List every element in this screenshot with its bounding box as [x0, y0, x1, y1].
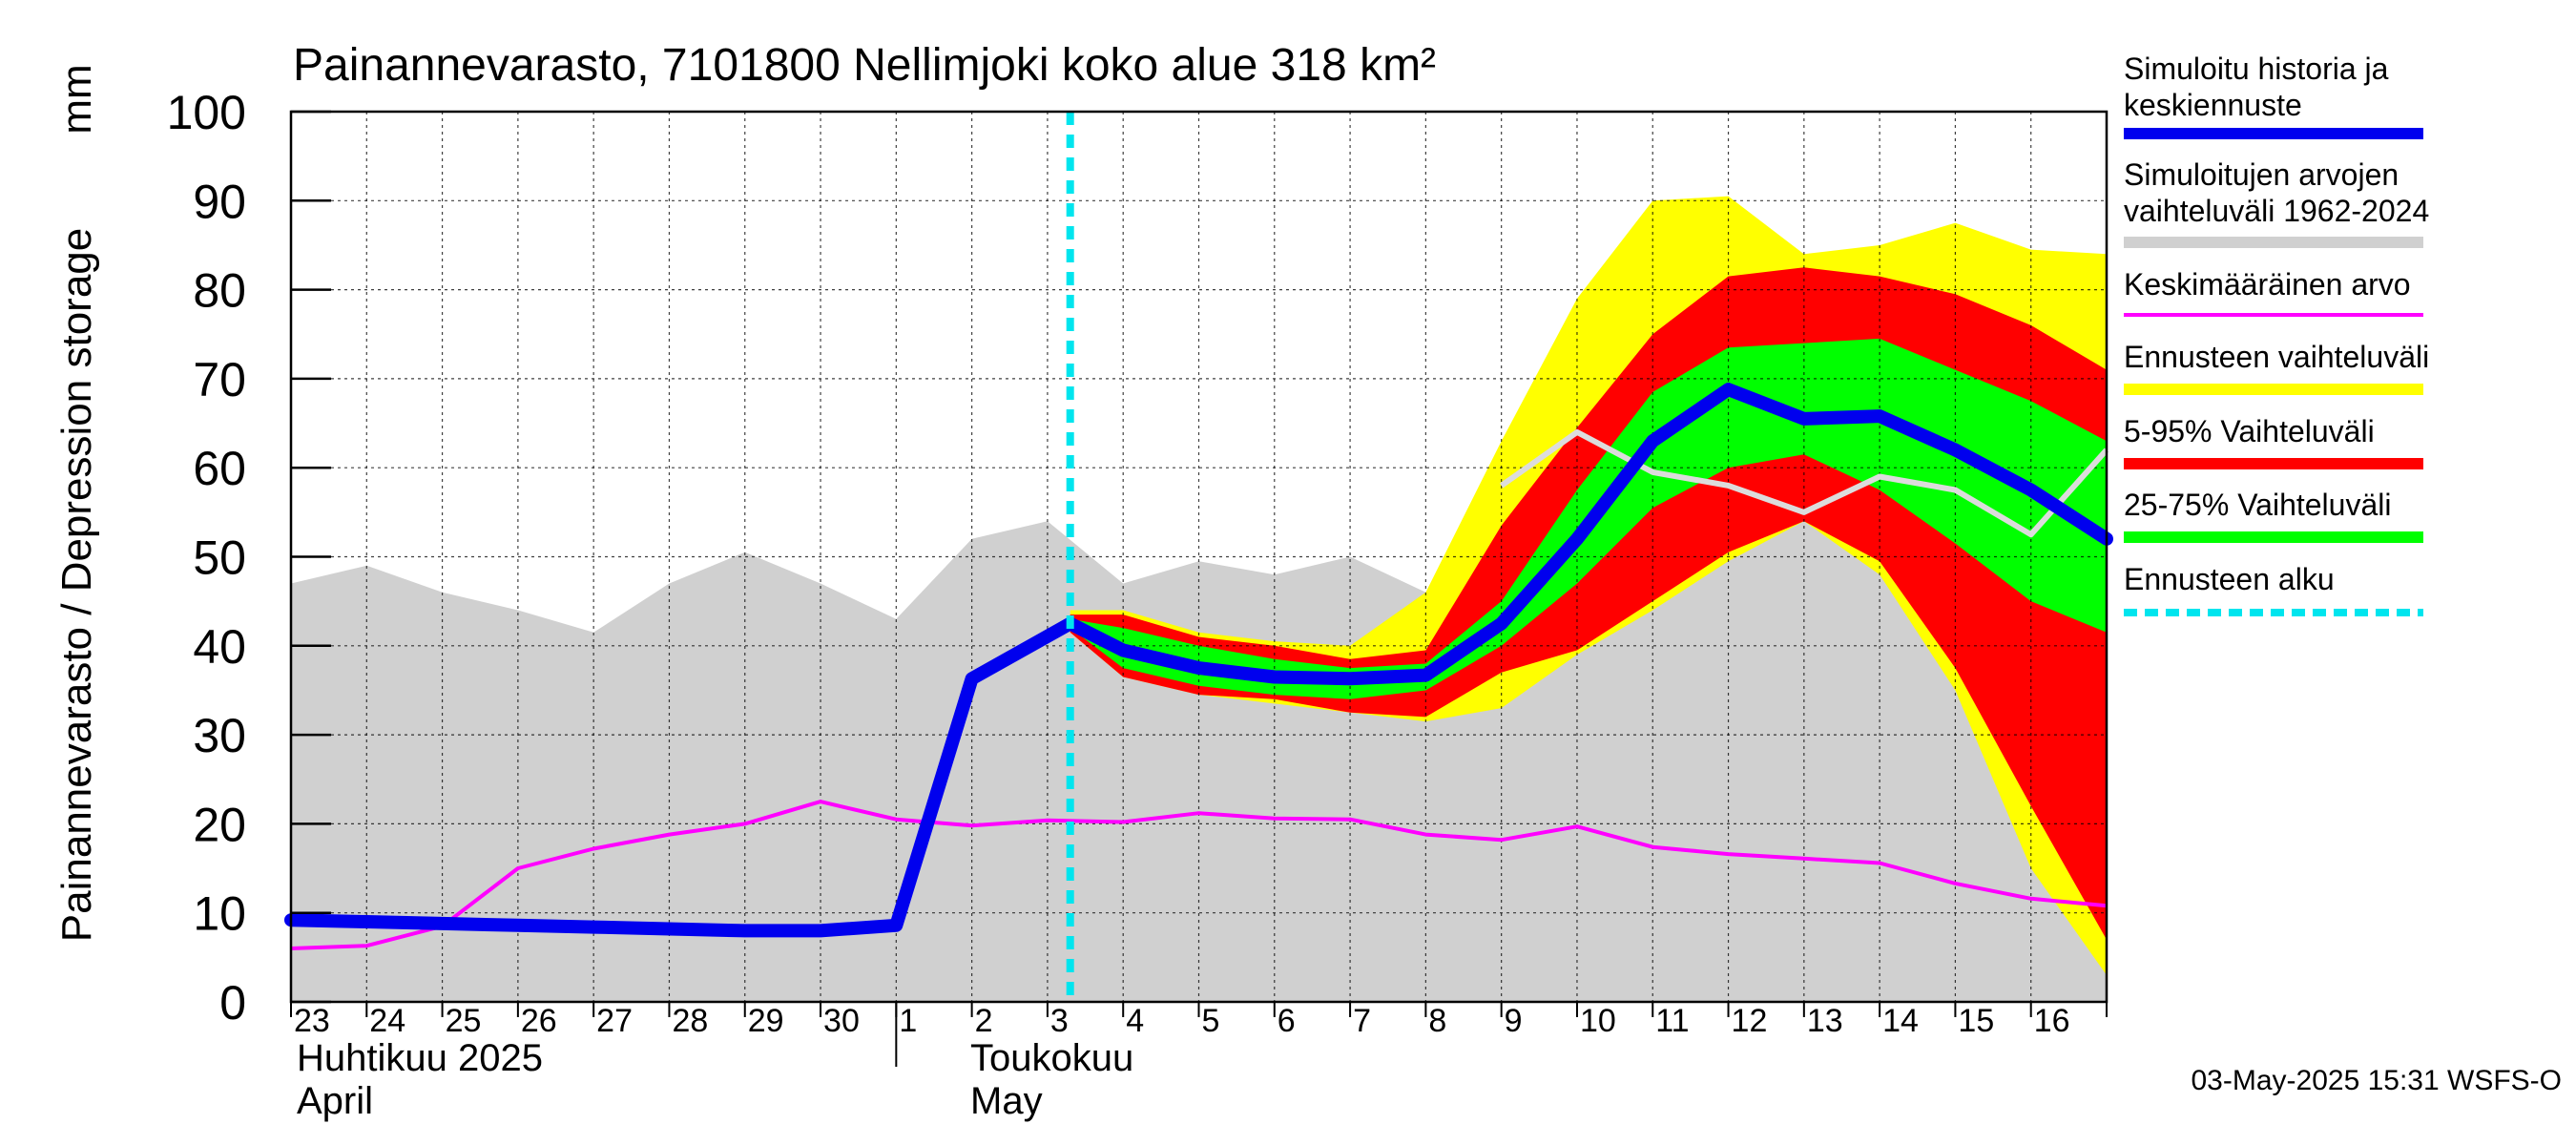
month-label-may-fi: Toukokuu: [970, 1037, 1133, 1079]
x-tick-label: 6: [1278, 1003, 1296, 1039]
legend-label-5-95: 5-95% Vaihteluväli: [2124, 414, 2375, 448]
x-tick-label: 15: [1958, 1003, 1994, 1039]
y-axis-unit: mm: [53, 64, 100, 134]
legend-label-main: keskiennuste: [2124, 88, 2302, 122]
y-tick-label: 20: [193, 798, 246, 851]
month-label-may-en: May: [970, 1080, 1043, 1122]
legend-label-25-75: 25-75% Vaihteluväli: [2124, 488, 2391, 522]
legend-label-forecast-range: Ennusteen vaihteluväli: [2124, 340, 2429, 374]
grid: [291, 111, 2107, 1002]
x-tick-label: 28: [672, 1003, 708, 1039]
y-tick-label: 80: [193, 264, 246, 318]
legend-label-forecast-start: Ennusteen alku: [2124, 562, 2335, 596]
x-tick-label: 12: [1732, 1003, 1768, 1039]
mean-value-line: [290, 800, 2108, 950]
legend-label-simulated-range: vaihteluväli 1962-2024: [2124, 194, 2429, 228]
x-tick-label: 11: [1655, 1003, 1689, 1039]
x-tick-label: 5: [1202, 1003, 1220, 1039]
footer-timestamp: 03-May-2025 15:31 WSFS-O: [2192, 1065, 2563, 1096]
x-tick-label: 27: [596, 1003, 633, 1039]
legend-label-mean: Keskimääräinen arvo: [2124, 267, 2411, 302]
x-tick-label: 7: [1353, 1003, 1371, 1039]
simulated-range-line: [1499, 428, 2109, 538]
y-tick-label: 100: [167, 86, 246, 139]
legend-label-simulated-range: Simuloitujen arvojen: [2124, 157, 2399, 192]
x-tick-label: 4: [1126, 1003, 1144, 1039]
x-tick-label: 2: [975, 1003, 993, 1039]
y-tick-label: 40: [193, 620, 246, 674]
x-tick-label: 8: [1428, 1003, 1446, 1039]
x-tick-label: 3: [1050, 1003, 1069, 1039]
y-tick-label: 70: [193, 353, 246, 406]
chart-title: Painannevarasto, 7101800 Nellimjoki koko…: [293, 40, 1436, 91]
legend-label-main: Simuloitu historia ja: [2124, 52, 2389, 86]
x-tick-label: 25: [446, 1003, 482, 1039]
x-tick-label: 1: [899, 1003, 917, 1039]
x-tick-label: 14: [1882, 1003, 1919, 1039]
x-tick-label: 9: [1505, 1003, 1523, 1039]
x-tick-label: 24: [369, 1003, 405, 1039]
series-lines: [284, 112, 2113, 1002]
main-forecast-line: [284, 383, 2113, 938]
x-tick-label: 10: [1580, 1003, 1616, 1039]
y-tick-label: 90: [193, 175, 246, 228]
x-tick-label: 29: [748, 1003, 784, 1039]
y-tick-label: 0: [219, 976, 246, 1030]
x-tick-label: 26: [521, 1003, 557, 1039]
x-tick-label: 23: [294, 1003, 330, 1039]
y-axis-label: Painannevarasto / Depression storage: [53, 228, 100, 942]
y-tick-label: 10: [193, 887, 246, 941]
y-tick-label: 30: [193, 709, 246, 762]
month-label-april-fi: Huhtikuu 2025: [297, 1037, 543, 1079]
x-tick-label: 30: [823, 1003, 860, 1039]
x-tick-label: 13: [1807, 1003, 1843, 1039]
y-tick-label: 60: [193, 442, 246, 495]
month-label-april-en: April: [297, 1080, 373, 1122]
y-tick-label: 50: [193, 531, 246, 585]
x-tick-label: 16: [2034, 1003, 2070, 1039]
